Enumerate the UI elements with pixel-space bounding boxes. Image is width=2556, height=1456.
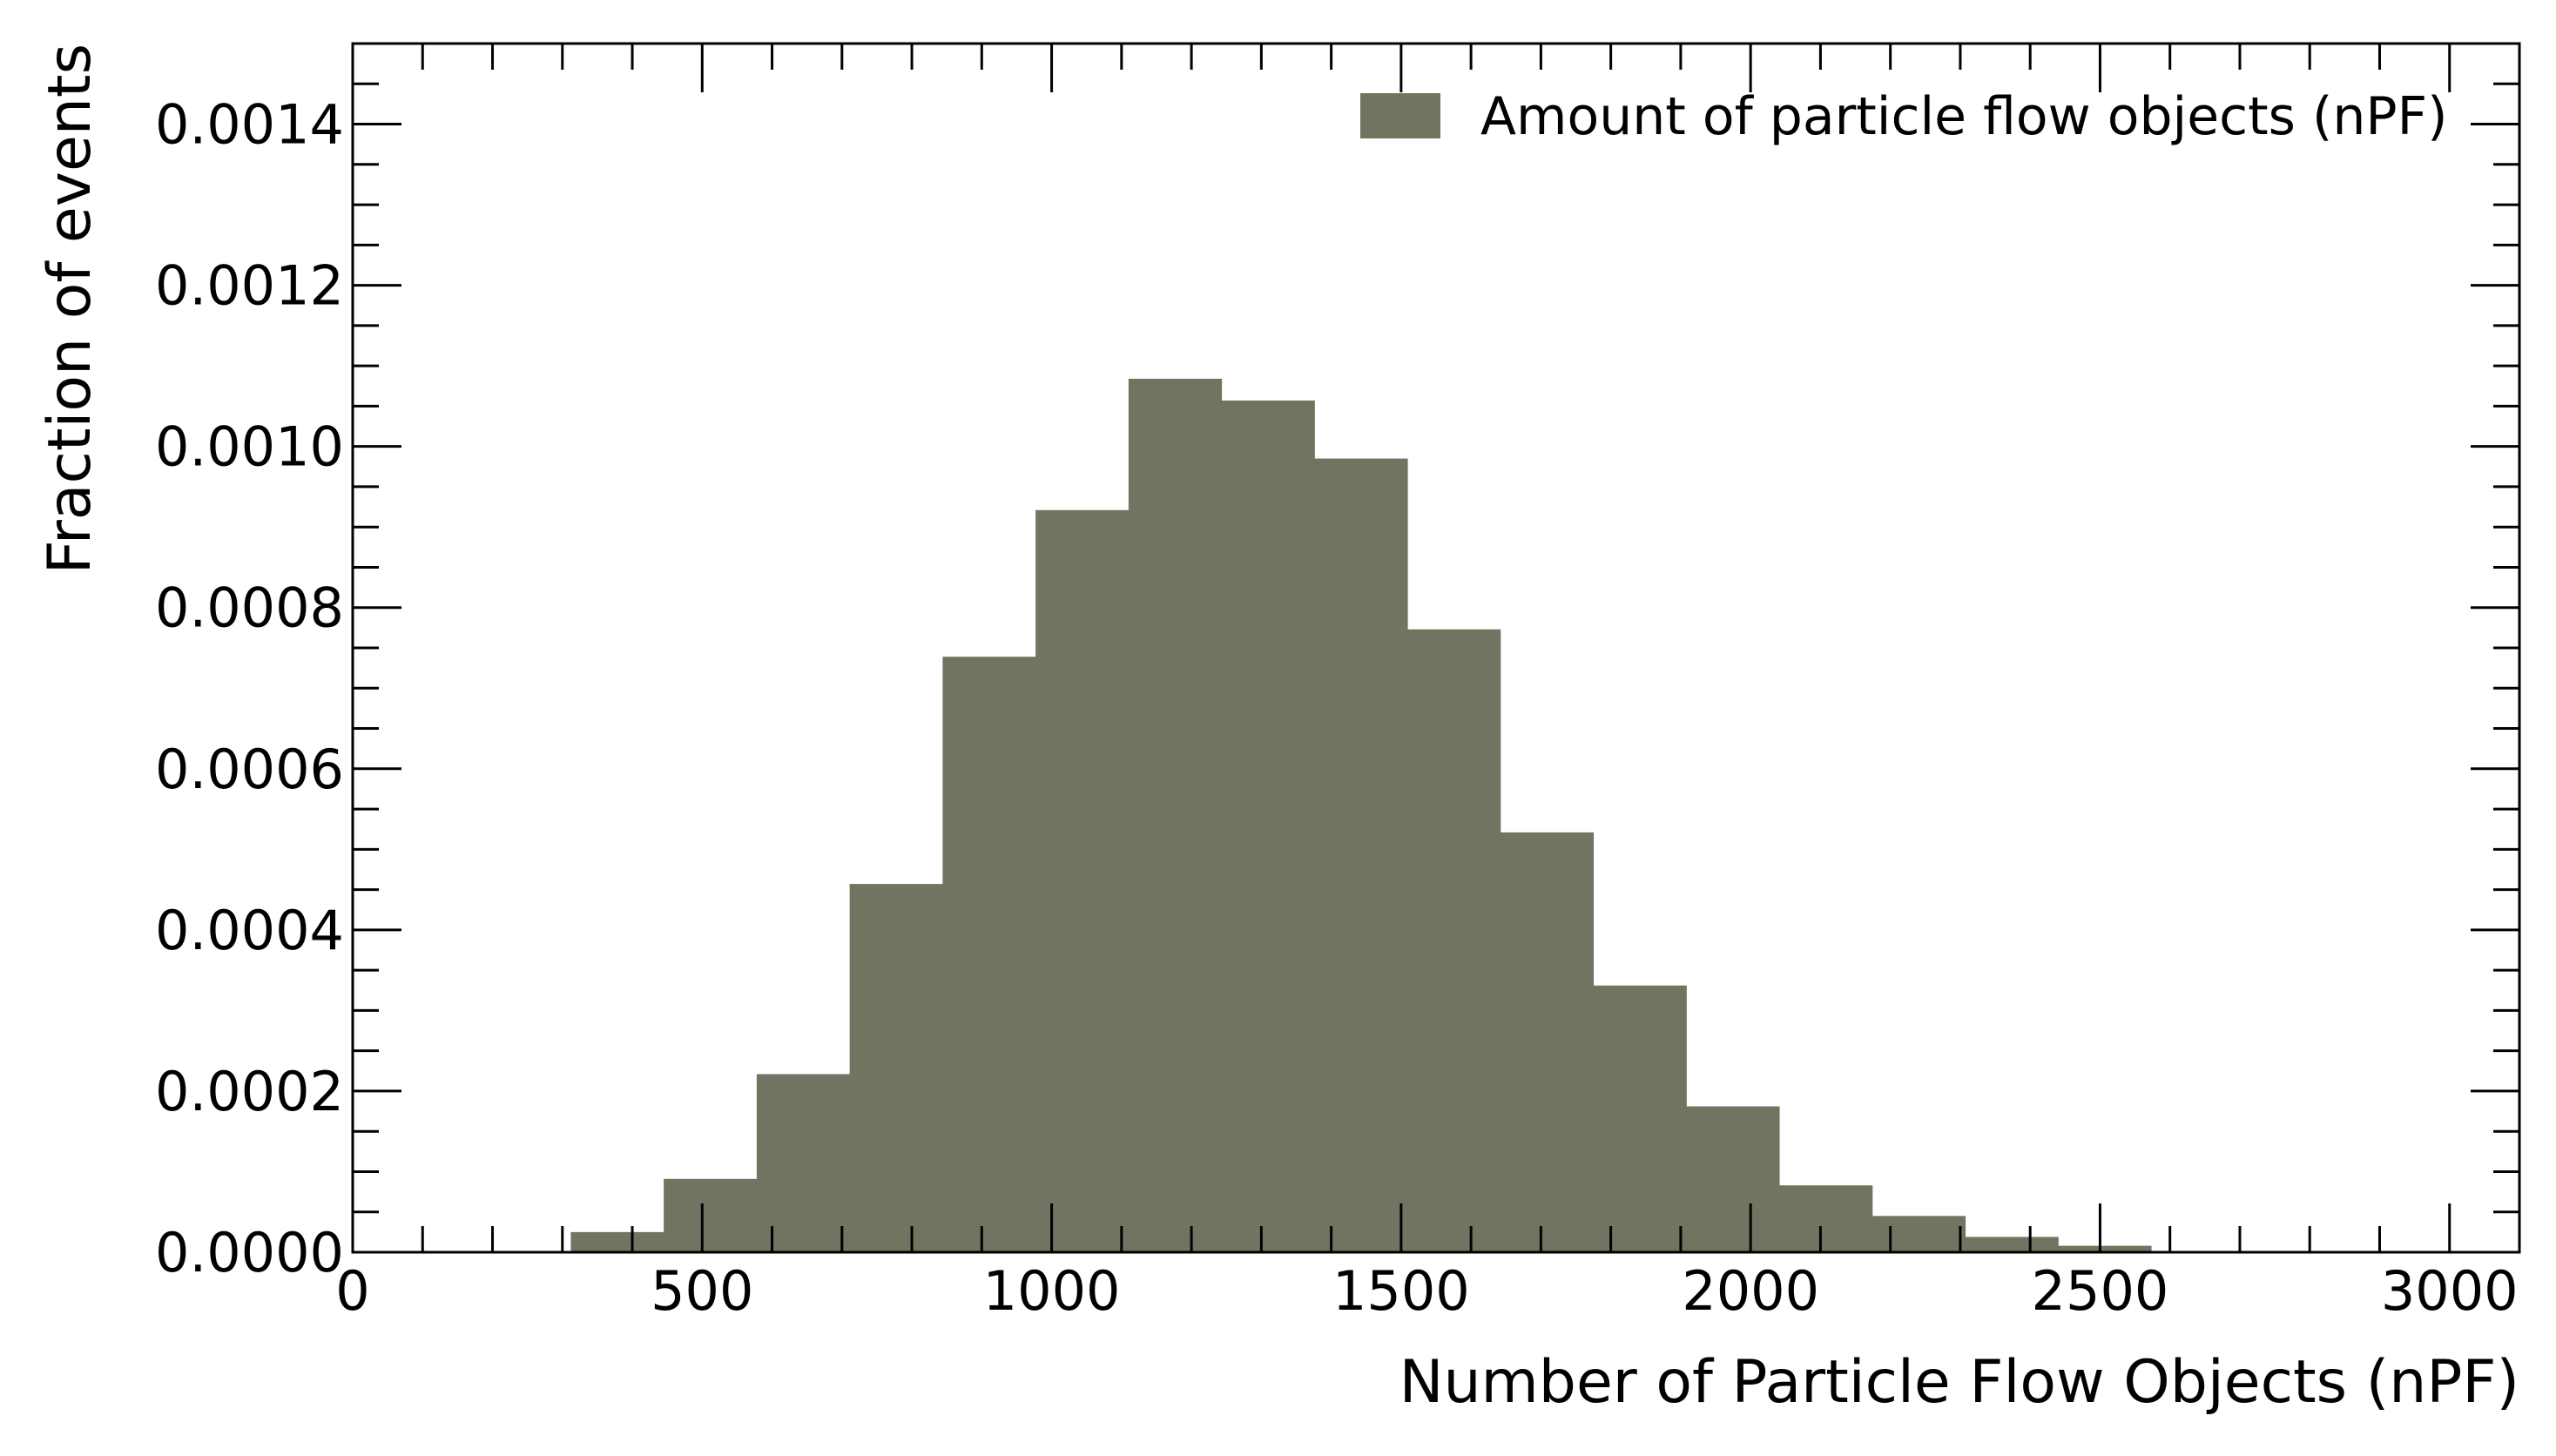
y-tick-label: 0.0000: [155, 1221, 344, 1284]
legend-label: Amount of particle flow objects (nPF): [1480, 86, 2448, 147]
histogram-bar: [570, 1231, 664, 1252]
y-tick-label: 0.0012: [155, 254, 344, 318]
y-tick-label: 0.0010: [155, 415, 344, 479]
histogram-bar: [1407, 629, 1501, 1252]
histogram-bar: [1593, 985, 1687, 1252]
y-tick-label: 0.0002: [155, 1060, 344, 1123]
histogram-bar: [1035, 509, 1130, 1252]
y-tick-label: 0.0014: [155, 93, 344, 157]
histogram-bar: [1871, 1216, 1966, 1252]
histogram-bar: [1221, 400, 1315, 1252]
histogram-bar: [756, 1074, 851, 1252]
histogram-bar: [1500, 832, 1595, 1252]
histogram-bar: [1128, 378, 1223, 1252]
y-axis-title: Fraction of events: [36, 44, 105, 574]
histogram-bar: [664, 1178, 758, 1252]
x-tick-label: 3000: [2381, 1259, 2519, 1323]
legend-swatch: [1360, 93, 1440, 138]
legend: Amount of particle flow objects (nPF): [1360, 86, 2448, 147]
x-tick-labels: 0 500 1000 1500 2000 2500 3000: [335, 1259, 2518, 1323]
histogram-bar: [2058, 1245, 2152, 1252]
x-tick-label: 500: [651, 1259, 753, 1323]
x-tick-label: 0: [335, 1259, 369, 1323]
histogram-bar: [1965, 1237, 2059, 1252]
y-tick-labels: 0.0000 0.0002 0.0004 0.0006 0.0008 0.0010 0.00…: [155, 93, 344, 1284]
x-tick-label: 1500: [1332, 1259, 1470, 1323]
histogram-bar: [1779, 1185, 1873, 1252]
histogram-bar: [849, 884, 943, 1252]
histogram-bar: [1686, 1106, 1780, 1252]
y-tick-label: 0.0006: [155, 738, 344, 801]
histogram-bar: [942, 657, 1036, 1252]
y-tick-label: 0.0008: [155, 576, 344, 640]
histogram-bar: [1314, 458, 1408, 1252]
axis-ticks: [351, 42, 2521, 1254]
x-tick-label: 2000: [1682, 1259, 1819, 1323]
x-axis-title: Number of Particle Flow Objects (nPF): [1399, 1348, 2519, 1417]
y-tick-label: 0.0004: [155, 899, 344, 962]
x-tick-label: 2500: [2032, 1259, 2169, 1323]
x-tick-label: 1000: [983, 1259, 1121, 1323]
histogram-bars: [570, 378, 2152, 1252]
